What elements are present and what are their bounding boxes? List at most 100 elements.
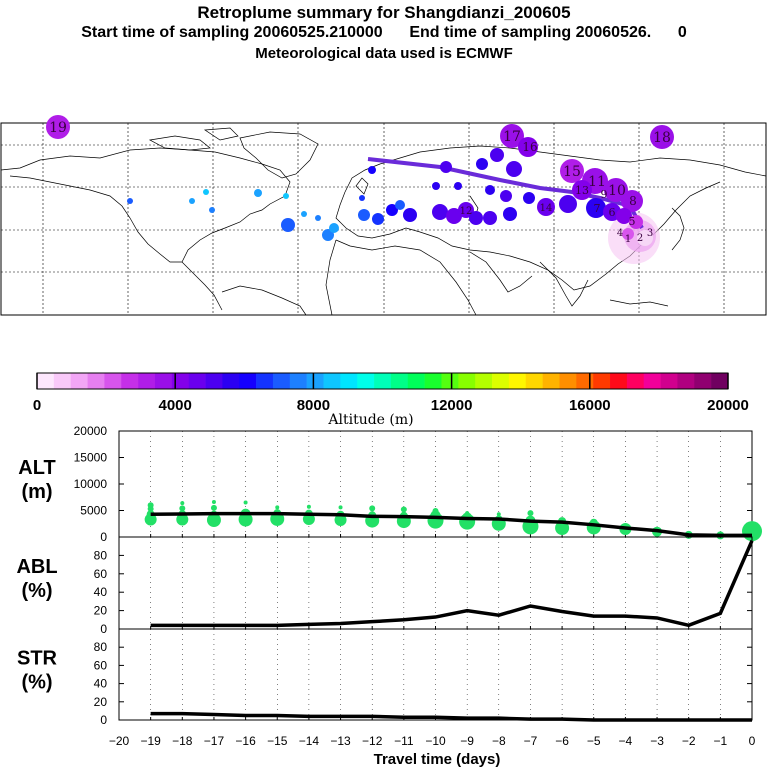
map-label: 1	[625, 234, 631, 245]
y-tick-label: 0	[100, 713, 107, 727]
map-marker	[281, 218, 295, 232]
map-label: 19	[49, 120, 67, 136]
chart-title: Retroplume summary for Shangdianzi_20060…	[197, 3, 571, 22]
alt-particle-point	[180, 501, 185, 506]
y-tick-label: 20	[94, 604, 108, 618]
alt-particle-point	[211, 500, 216, 505]
map-marker	[469, 211, 483, 225]
colorbar-swatch	[508, 373, 527, 389]
map-label: 7	[594, 202, 601, 215]
source-plume	[608, 212, 660, 264]
map-label: 4	[617, 228, 623, 239]
alt-particle-point	[465, 511, 470, 516]
colorbar-swatch	[593, 373, 611, 389]
colorbar-swatch	[340, 373, 358, 389]
map-markers	[46, 115, 674, 241]
alt-particle-point	[369, 505, 376, 512]
alt-particle-point	[179, 505, 186, 512]
map-label: 11	[588, 174, 606, 190]
colorbar-tick-label: 16000	[569, 397, 611, 414]
map-marker	[559, 195, 577, 213]
retroplume-map: 19 17 16 18 15 13 11 10 9 8 7 6 5 4 3 2 …	[0, 115, 767, 316]
map-marker	[46, 115, 70, 139]
map-marker	[432, 182, 440, 190]
colorbar-swatch	[407, 373, 425, 389]
time-series-panels: 05000100001500020000ALT(m)020406080ABL(%…	[16, 424, 762, 768]
map-marker	[650, 125, 674, 149]
map-marker	[458, 202, 474, 218]
alt-particle-point	[555, 520, 570, 535]
map-marker	[446, 208, 462, 224]
y-tick-label: 80	[94, 640, 108, 654]
map-label: 8	[629, 194, 637, 208]
map-marker	[560, 159, 584, 183]
y-tick-label: 15000	[74, 451, 108, 465]
map-marker	[604, 178, 628, 202]
x-tick-label: −18	[172, 734, 193, 748]
alt-particle-point	[243, 500, 248, 505]
map-marker	[395, 200, 405, 210]
alt-particle-point	[527, 510, 534, 517]
map-marker	[203, 189, 209, 195]
colorbar-swatch	[711, 373, 729, 389]
colorbar-swatch	[492, 373, 510, 389]
y-tick-label: 20	[94, 695, 108, 709]
map-marker	[476, 158, 488, 170]
alt-particle-point	[338, 505, 343, 510]
alt-particle-point	[306, 504, 311, 509]
x-tick-label: −20	[109, 734, 130, 748]
panel-title: ALT	[18, 457, 55, 479]
map-label: 12	[460, 206, 473, 217]
map-marker	[301, 211, 307, 217]
map-label: 17	[503, 129, 521, 145]
x-tick-label: −7	[524, 734, 538, 748]
map-marker	[403, 208, 417, 222]
colorbar-swatch	[104, 373, 122, 389]
map-marker	[127, 198, 133, 204]
colorbar-swatch	[357, 373, 375, 389]
map-marker	[209, 207, 215, 213]
colorbar-swatch	[643, 373, 661, 389]
map-marker	[622, 228, 634, 240]
alt-particle-point	[210, 504, 217, 511]
colorbar-swatch	[121, 373, 139, 389]
colorbar-swatch	[87, 373, 105, 389]
x-tick-label: −2	[682, 734, 696, 748]
x-tick-label: −1	[714, 734, 728, 748]
map-marker	[500, 190, 512, 202]
map-label: 18	[653, 130, 671, 146]
sampling-times: Start time of sampling 20060525.210000 E…	[81, 24, 687, 41]
colorbar-swatch	[475, 373, 493, 389]
x-tick-label: −11	[394, 734, 414, 748]
map-label: 6	[609, 206, 616, 219]
colorbar-swatch	[70, 373, 88, 389]
map-marker	[616, 208, 632, 224]
map-marker	[315, 215, 321, 221]
x-axis-label: Travel time (days)	[374, 751, 501, 768]
map-marker	[500, 124, 524, 148]
colorbar-swatch	[239, 373, 257, 389]
colorbar-swatch	[323, 373, 341, 389]
x-tick-label: −13	[330, 734, 351, 748]
y-tick-label: 60	[94, 658, 108, 672]
x-tick-label: −6	[555, 734, 569, 748]
series-line-alt	[150, 511, 752, 538]
map-marker	[368, 166, 376, 174]
map-marker	[283, 193, 289, 199]
series-line-str	[150, 711, 752, 722]
colorbar-tick-label: 20000	[707, 397, 749, 414]
panel-unit: (m)	[21, 481, 52, 503]
y-tick-label: 0	[100, 530, 107, 544]
colorbar-swatch	[626, 373, 645, 389]
panel-title: ABL	[16, 556, 57, 578]
colorbar-swatch	[289, 373, 307, 389]
colorbar-swatch	[188, 373, 206, 389]
alt-particle-point	[400, 506, 407, 513]
series-line-abl	[150, 539, 754, 628]
panel-title: STR	[17, 648, 58, 670]
x-tick-label: −15	[267, 734, 288, 748]
met-data-note: Meteorological data used is ECMWF	[255, 45, 513, 62]
map-label: 2	[637, 233, 643, 244]
colorbar-swatch	[306, 373, 324, 389]
